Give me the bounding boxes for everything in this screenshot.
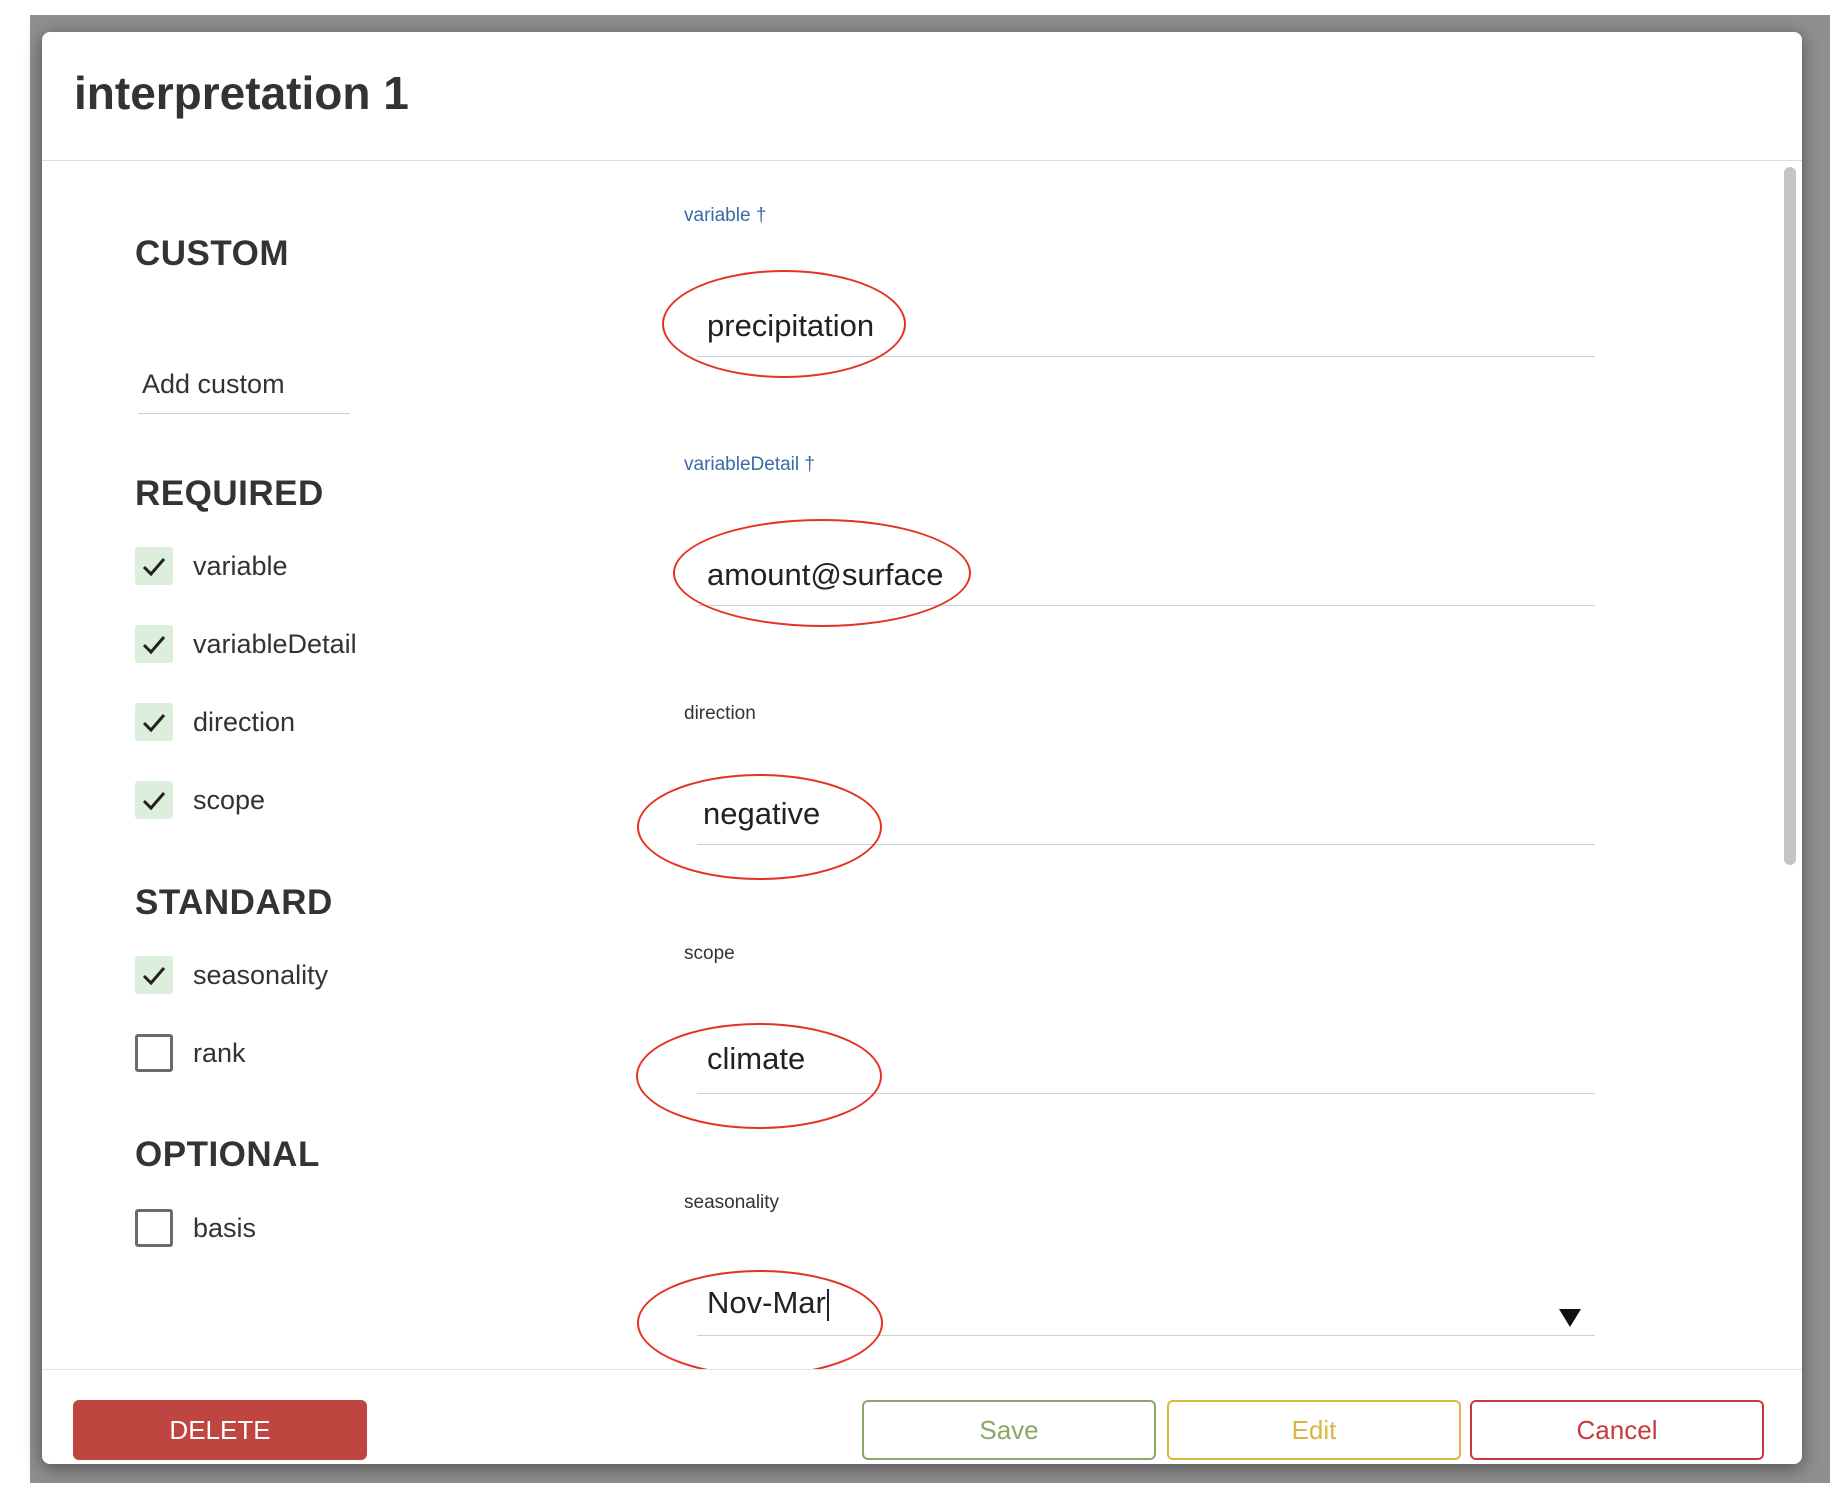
dialog-title: interpretation 1 [74,67,409,119]
field-value: negative [703,796,821,831]
checkbox-checked[interactable] [135,625,173,663]
field-label-variable: variable † [684,205,767,226]
scrollbar-thumb[interactable] [1784,167,1796,865]
checkbox-label: scope [193,784,266,815]
checkmark-icon [142,636,166,655]
scope-field[interactable]: climate [697,1033,1595,1094]
section-title-standard: STANDARD [135,883,333,922]
checkbox-row-direction[interactable]: direction [135,700,295,744]
seasonality-select[interactable]: Nov-Mar [697,1275,1595,1336]
checkbox-label: direction [193,706,296,737]
checkbox-unchecked[interactable] [135,1034,173,1072]
variable-field[interactable]: precipitation [697,296,1595,357]
checkbox-checked[interactable] [135,547,173,585]
save-button[interactable]: Save [862,1400,1156,1460]
variable-detail-field[interactable]: amount@surface [697,545,1595,606]
checkbox-row-basis[interactable]: basis [135,1206,256,1250]
checkmark-icon [142,792,166,811]
checkbox-label: variableDetail [193,628,357,659]
section-title-custom: CUSTOM [135,234,290,273]
dialog-header: interpretation 1 [42,32,1802,161]
field-label-seasonality: seasonality [684,1192,780,1213]
add-custom-input[interactable] [138,356,350,414]
edit-button[interactable]: Edit [1167,1400,1461,1460]
field-label-direction: direction [684,703,756,724]
section-title-required: REQUIRED [135,474,324,513]
checkbox-row-seasonality[interactable]: seasonality [135,953,328,997]
checkbox-row-variable[interactable]: variable [135,544,288,588]
field-value: climate [707,1041,806,1076]
checkbox-checked[interactable] [135,781,173,819]
checkmark-icon [142,714,166,733]
checkbox-checked[interactable] [135,703,173,741]
checkbox-label: rank [193,1037,246,1068]
checkmark-icon [142,967,166,986]
interpretation-dialog: interpretation 1 CUSTOM REQUIRED variabl… [42,32,1802,1464]
field-label-variabledetail: variableDetail † [684,454,815,475]
field-value: amount@surface [707,557,944,592]
section-title-optional: OPTIONAL [135,1135,320,1174]
checkbox-row-rank[interactable]: rank [135,1031,246,1075]
checkbox-label: variable [193,550,288,581]
field-value: Nov-Mar [707,1285,829,1321]
checkbox-label: seasonality [193,959,329,990]
select-value: Nov-Mar [707,1285,826,1320]
cancel-button[interactable]: Cancel [1470,1400,1764,1460]
checkbox-label: basis [193,1212,257,1243]
delete-button[interactable]: DELETE [73,1400,367,1460]
checkbox-unchecked[interactable] [135,1209,173,1247]
checkbox-checked[interactable] [135,956,173,994]
dialog-footer: DELETE Save Edit Cancel [42,1369,1802,1464]
checkmark-icon [142,558,166,577]
field-value: precipitation [707,308,875,343]
checkbox-row-variabledetail[interactable]: variableDetail [135,622,357,666]
dialog-body[interactable]: CUSTOM REQUIRED variable variableDetail … [42,161,1802,1369]
field-label-scope: scope [684,943,735,964]
chevron-down-icon[interactable] [1559,1309,1581,1327]
direction-field[interactable]: negative [697,784,1595,845]
checkbox-row-scope[interactable]: scope [135,778,265,822]
text-cursor [826,1288,829,1321]
